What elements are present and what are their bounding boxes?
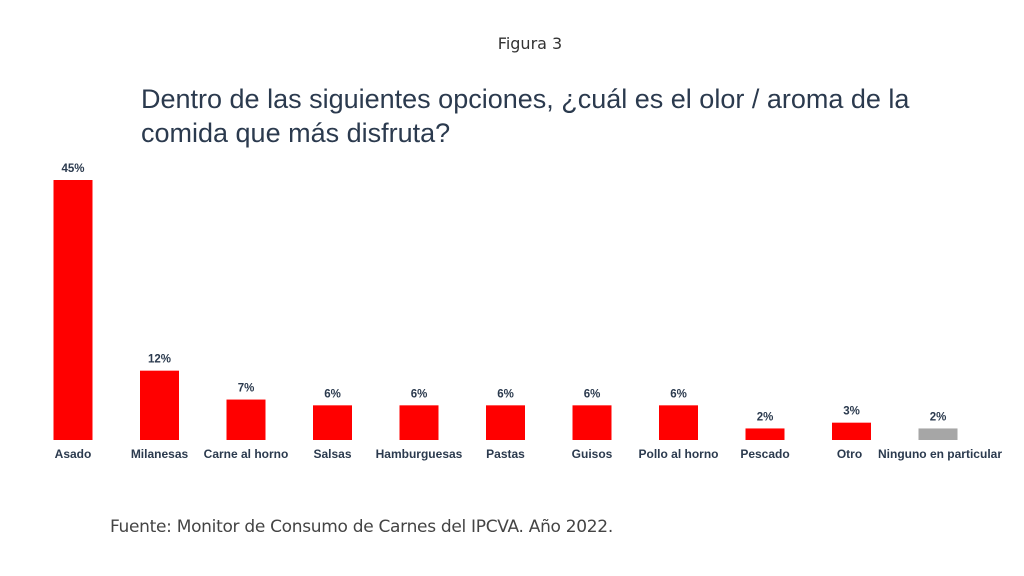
data-label: 12% [148,354,171,366]
data-label: 2% [930,411,947,423]
bar-salsas [313,405,352,440]
category-label: Carne al horno [204,447,289,461]
category-label: Pastas [486,447,525,461]
figure-label: Figura 3 [497,34,563,53]
data-label: 6% [411,388,428,400]
category-label: Ninguno en particular [878,447,1002,461]
bar-ninguno-en-particular [918,428,958,440]
data-label: 6% [497,388,514,400]
category-label: Salsas [313,447,351,461]
data-label: 7% [238,383,255,395]
category-label: Asado [55,447,92,461]
data-label: 6% [584,388,601,400]
chart-title: Dentro de las siguientes opciones, ¿cuál… [141,84,910,148]
data-label: 45% [61,163,84,175]
category-label: Pescado [740,447,789,461]
bar-milanesas [140,370,179,440]
data-label: 2% [757,411,774,423]
bar-asado [53,180,93,440]
bar-pescado [745,428,785,440]
category-label: Otro [837,447,862,461]
bar-carne-al-horno [226,399,266,440]
bar-pastas [486,405,525,440]
bar-pollo-al-horno [659,405,698,440]
source-note: Fuente: Monitor de Consumo de Carnes del… [110,517,613,537]
data-label: 6% [670,388,687,400]
bar-hamburguesas [399,405,439,440]
data-label: 3% [843,406,860,418]
bar-otro [832,422,871,440]
category-label: Milanesas [131,447,189,461]
bar-guisos [572,405,612,440]
category-label: Hamburguesas [376,447,463,461]
category-label: Pollo al horno [639,447,719,461]
data-label: 6% [324,388,341,400]
category-label: Guisos [572,447,613,461]
